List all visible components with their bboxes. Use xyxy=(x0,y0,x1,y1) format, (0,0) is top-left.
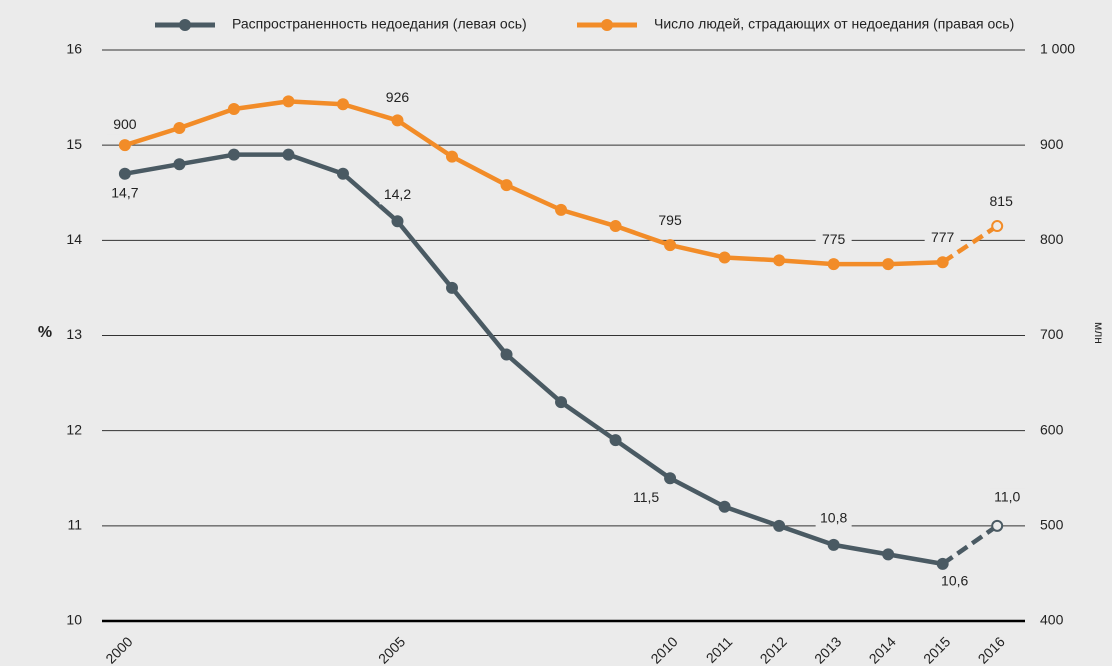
point xyxy=(282,148,295,161)
point xyxy=(500,348,513,361)
label-bg xyxy=(936,572,973,591)
point xyxy=(991,220,1004,233)
y-tick-label: 12 xyxy=(66,421,82,437)
label-bg xyxy=(379,89,416,108)
point xyxy=(609,220,622,233)
y2-tick-label: 700 xyxy=(1040,326,1064,342)
point xyxy=(827,538,840,551)
point xyxy=(118,139,131,152)
y-tick-label: 15 xyxy=(66,136,82,152)
y-tick-label: 10 xyxy=(66,612,82,628)
point xyxy=(773,254,786,267)
label-bg xyxy=(924,229,961,248)
y-tick-label: 16 xyxy=(66,41,82,57)
label-bg xyxy=(628,489,665,508)
label-bg xyxy=(652,212,689,231)
point xyxy=(882,258,895,271)
y-tick-label: 11 xyxy=(67,517,82,533)
y-tick-label: 13 xyxy=(66,326,82,342)
y-tick-label: 14 xyxy=(66,231,82,247)
point xyxy=(391,215,404,228)
point xyxy=(664,239,677,252)
label-bg xyxy=(983,193,1020,212)
legend-label: Число людей, страдающих от недоедания (п… xyxy=(654,16,1014,32)
y2-tick-label: 1 000 xyxy=(1040,41,1075,57)
point xyxy=(827,258,840,271)
point xyxy=(227,103,240,116)
label-bg xyxy=(106,116,143,135)
point xyxy=(664,472,677,485)
point xyxy=(609,434,622,447)
point xyxy=(173,122,186,135)
series-line-dashed xyxy=(941,523,999,566)
point xyxy=(555,203,568,216)
y-axis-label: % xyxy=(38,324,52,341)
legend-label: Распространенность недоедания (левая ось… xyxy=(232,16,527,32)
data-label: 775 xyxy=(822,231,846,247)
point xyxy=(991,519,1004,532)
data-label: 777 xyxy=(931,229,955,245)
point xyxy=(336,98,349,111)
point xyxy=(718,251,731,264)
series-line-dashed xyxy=(941,224,999,265)
data-label: 815 xyxy=(990,193,1014,209)
y2-tick-label: 600 xyxy=(1040,421,1064,437)
point xyxy=(282,95,295,108)
label-bg xyxy=(815,509,852,528)
point xyxy=(227,148,240,161)
y2-tick-label: 500 xyxy=(1040,517,1064,533)
label-bg xyxy=(106,184,143,203)
point xyxy=(500,179,513,192)
point xyxy=(936,256,949,269)
data-label: 795 xyxy=(658,212,682,228)
legend-marker xyxy=(179,19,191,31)
point xyxy=(391,114,404,127)
label-bg xyxy=(379,186,416,205)
point xyxy=(882,548,895,561)
point xyxy=(446,150,459,163)
point xyxy=(555,396,568,409)
label-bg xyxy=(815,231,852,250)
y2-tick-label: 800 xyxy=(1040,231,1064,247)
point xyxy=(446,281,459,294)
point xyxy=(718,500,731,513)
y2-tick-label: 400 xyxy=(1040,612,1064,628)
y2-tick-label: 900 xyxy=(1040,136,1064,152)
point xyxy=(118,167,131,180)
point xyxy=(773,519,786,532)
point xyxy=(936,557,949,570)
data-label: 900 xyxy=(113,116,137,132)
series-line xyxy=(124,99,943,267)
legend-marker xyxy=(601,19,613,31)
data-label: 11,0 xyxy=(994,489,1020,505)
data-label: 10,6 xyxy=(941,573,968,589)
data-label: 14,7 xyxy=(111,184,138,200)
data-label: 14,2 xyxy=(384,186,411,202)
series-line xyxy=(124,152,944,567)
data-label: 926 xyxy=(386,89,410,105)
data-label: 11,5 xyxy=(633,489,659,505)
y2-axis-label: млн xyxy=(1092,322,1106,344)
point xyxy=(173,158,186,171)
point xyxy=(336,167,349,180)
data-label: 10,8 xyxy=(820,510,847,526)
label-bg xyxy=(989,488,1026,507)
